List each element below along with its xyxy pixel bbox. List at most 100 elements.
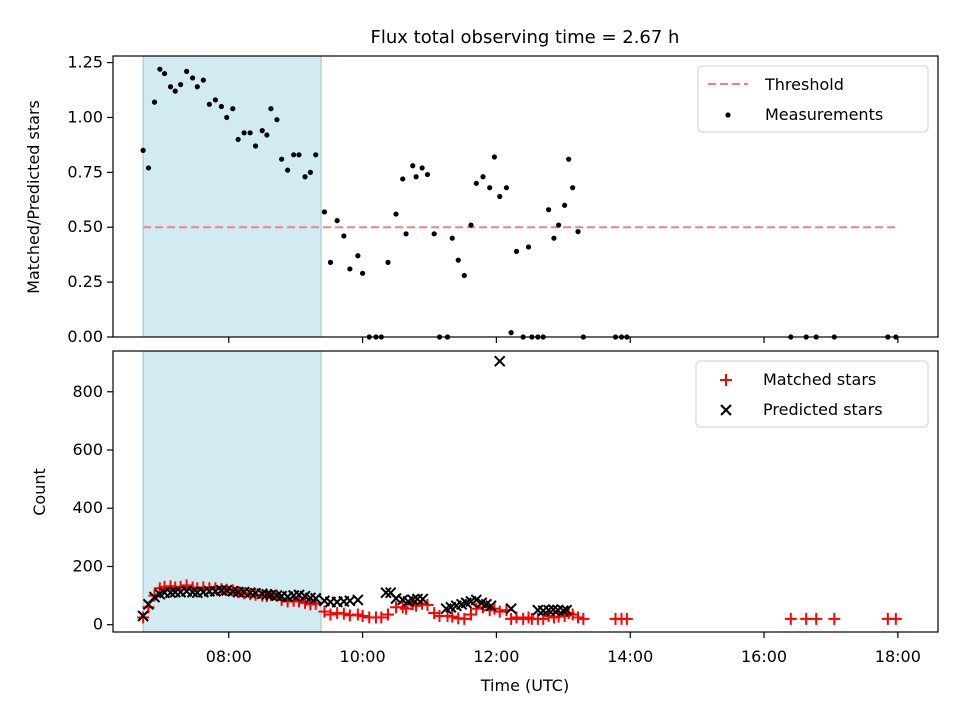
matched-marker	[446, 610, 459, 623]
predicted-marker-b	[180, 585, 193, 597]
measurement-point	[556, 222, 562, 228]
x-tick-label: 18:00	[875, 647, 921, 666]
measurement-point	[410, 163, 416, 169]
predicted-marker-b	[547, 603, 559, 616]
measurement-point	[419, 165, 425, 171]
matched-marker	[458, 612, 471, 625]
measurement-point	[455, 257, 461, 263]
bottom-panel: 0 200 400 600 800 08:00 10:00 12:00 14:00 16:00 1…	[30, 350, 939, 695]
matched-marker	[318, 605, 331, 618]
top-y-axis: 0.00 0.25 0.50 0.75 1.00 1.25	[67, 53, 113, 346]
matched-marker	[828, 612, 841, 625]
matched-marker	[537, 612, 550, 625]
matched-marker	[324, 608, 337, 621]
matched-marker	[137, 611, 150, 624]
measurement-point	[468, 222, 474, 228]
x-tick-label: 16:00	[741, 647, 787, 666]
predicted-marker-b	[380, 586, 392, 599]
measurement-point	[341, 233, 347, 239]
predicted-marker-b	[505, 602, 517, 615]
matched-marker	[542, 609, 555, 622]
predicted-marker-b	[318, 595, 331, 607]
measurement-point	[184, 68, 190, 74]
x-tick-label: 08:00	[206, 647, 252, 666]
measurement-point	[157, 66, 163, 72]
matched-marker	[620, 612, 633, 625]
predicted-marker-b	[186, 586, 199, 598]
predicted-marker	[485, 600, 497, 612]
matched-marker	[577, 612, 590, 625]
measurement-point	[194, 84, 200, 90]
predicted-marker-b	[417, 593, 429, 605]
matched-marker	[375, 611, 388, 624]
predicted-marker-b	[480, 598, 493, 611]
matched-marker	[800, 612, 813, 625]
predicted-marker-b	[485, 600, 497, 612]
matched-marker	[493, 605, 506, 618]
bottom-y-tick-label: 0	[93, 615, 103, 634]
measurement-point	[491, 154, 497, 160]
predicted-marker	[310, 592, 322, 605]
predicted-marker-b	[227, 585, 239, 597]
bottom-y-axis-label: Count	[30, 468, 49, 516]
measurement-point	[513, 248, 520, 254]
measurement-point	[473, 180, 479, 186]
predicted-markers	[137, 355, 573, 622]
predicted-marker	[494, 355, 506, 367]
predicted-marker	[470, 594, 483, 606]
predicted-marker	[390, 592, 402, 605]
measurement-point	[268, 106, 274, 112]
measurement-point	[525, 244, 532, 250]
measurement-point	[252, 143, 259, 149]
top-axes-frame	[112, 55, 939, 338]
bottom-y-tick-label: 600	[72, 440, 103, 459]
x-tick-label: 10:00	[340, 647, 386, 666]
top-shaded-region	[142, 55, 322, 338]
measurement-point	[247, 130, 253, 136]
measurement-point	[279, 156, 285, 162]
x-tick-label: 12:00	[473, 647, 519, 666]
top-x-ticks	[228, 337, 899, 343]
measurement-point	[285, 167, 291, 173]
matched-marker	[382, 608, 394, 621]
measurement-point	[218, 103, 224, 110]
bottom-y-tick-label: 200	[72, 556, 103, 575]
measurement-point	[145, 165, 152, 171]
top-y-tick-label: 0.50	[67, 217, 103, 236]
bottom-y-axis: 0 200 400 600 800	[72, 382, 113, 634]
measurement-point	[259, 128, 265, 134]
matched-marker	[428, 607, 441, 620]
predicted-marker-b	[552, 604, 564, 616]
legend-threshold-label: Threshold	[764, 75, 844, 94]
predicted-marker	[505, 602, 517, 615]
bottom-legend-box	[695, 360, 929, 428]
matched-marker	[464, 608, 477, 621]
top-y-tick-label: 1.25	[67, 53, 103, 72]
matched-marker	[299, 596, 312, 609]
measurement-point	[212, 97, 218, 103]
predicted-marker	[352, 594, 364, 606]
predicted-marker-b	[494, 355, 506, 367]
measurement-point	[385, 259, 391, 265]
predicted-marker-b	[244, 586, 256, 599]
measurement-point	[264, 132, 270, 138]
measurement-point	[545, 207, 552, 213]
matched-marker	[180, 579, 193, 592]
legend-measurements-swatch	[725, 112, 731, 118]
measurement-point	[291, 152, 297, 158]
measurement-point	[347, 266, 353, 272]
bottom-y-tick-label: 800	[72, 382, 103, 401]
measurement-point	[480, 174, 486, 180]
measurement-point	[235, 136, 241, 143]
legend-matched-label: Matched stars	[763, 370, 876, 389]
top-panel: 0.00 0.25 0.50 0.75 1.00 1.25 Matched/Predict…	[24, 53, 939, 346]
measurement-point	[307, 169, 313, 175]
predicted-marker-b	[310, 592, 322, 605]
legend-measurements-label: Measurements	[765, 105, 883, 124]
matched-marker	[566, 608, 579, 621]
chart-title: Flux total observing time = 2.67 h	[371, 27, 680, 48]
predicted-marker-b	[397, 594, 409, 606]
top-legend: Threshold Measurements	[697, 65, 929, 133]
measurement-point	[566, 156, 572, 162]
